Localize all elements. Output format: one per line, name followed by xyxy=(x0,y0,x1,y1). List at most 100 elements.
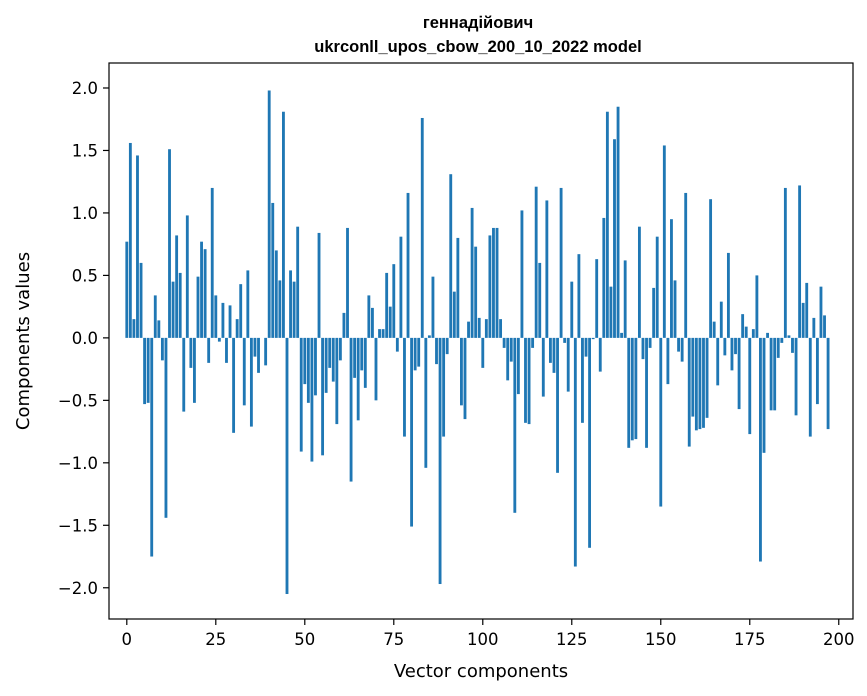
bar xyxy=(282,111,285,338)
bar xyxy=(246,270,250,338)
bar xyxy=(652,287,656,338)
bar xyxy=(460,337,463,406)
bar xyxy=(709,199,713,338)
bar xyxy=(299,337,303,452)
bar xyxy=(217,337,221,342)
bar xyxy=(410,337,414,527)
bar xyxy=(317,232,321,338)
bar xyxy=(566,337,570,392)
bar xyxy=(783,187,787,338)
bar xyxy=(627,337,631,448)
bar xyxy=(637,226,641,338)
bar xyxy=(253,337,257,357)
bar xyxy=(139,262,143,338)
bar xyxy=(677,337,680,352)
bar xyxy=(495,227,499,338)
bar xyxy=(210,187,214,338)
y-tick-label: 0.5 xyxy=(72,266,98,285)
bar xyxy=(438,337,442,585)
bar xyxy=(289,270,292,338)
bar xyxy=(278,280,282,338)
bar xyxy=(331,337,335,382)
y-tick-label: −0.5 xyxy=(58,391,98,410)
bar xyxy=(791,337,794,353)
bar xyxy=(420,117,424,338)
bar xyxy=(719,301,723,338)
bar xyxy=(541,337,545,397)
bar xyxy=(819,286,823,338)
bar xyxy=(342,312,346,338)
bar xyxy=(538,262,542,338)
bar xyxy=(702,337,705,428)
bar xyxy=(716,337,720,386)
bar xyxy=(513,337,517,513)
bar xyxy=(605,111,609,338)
y-tick-label: −1.0 xyxy=(58,454,98,473)
bar xyxy=(563,337,567,343)
bar xyxy=(399,236,403,338)
bar xyxy=(146,337,150,403)
y-tick-label: 1.5 xyxy=(72,141,98,160)
bar xyxy=(670,219,673,338)
x-tick-label: 25 xyxy=(205,630,226,649)
bar xyxy=(506,337,510,381)
bar xyxy=(128,142,132,338)
bar xyxy=(776,337,780,358)
bar xyxy=(755,275,759,338)
bar xyxy=(153,295,157,338)
bar-series xyxy=(125,90,830,595)
bar xyxy=(228,305,232,338)
bar xyxy=(734,337,737,355)
x-tick-label: 125 xyxy=(556,630,588,649)
bar xyxy=(157,320,161,338)
bar xyxy=(328,337,332,368)
bar xyxy=(484,319,488,338)
bar xyxy=(744,326,748,338)
bar xyxy=(175,235,179,338)
bar xyxy=(470,207,474,338)
bar xyxy=(221,302,225,338)
bar xyxy=(378,329,381,338)
bar xyxy=(826,337,830,430)
y-tick-label: 2.0 xyxy=(72,79,98,98)
bar xyxy=(684,192,688,338)
bar xyxy=(388,306,392,338)
x-tick-label: 0 xyxy=(122,630,133,649)
bar xyxy=(349,337,353,482)
bar xyxy=(445,337,449,355)
bar xyxy=(659,337,663,507)
bar xyxy=(182,337,186,412)
bar xyxy=(609,286,613,338)
bar xyxy=(808,337,812,437)
bar xyxy=(321,337,325,456)
bar xyxy=(346,227,349,338)
bar xyxy=(452,291,456,338)
bar xyxy=(552,337,556,373)
bar xyxy=(338,337,342,361)
bar xyxy=(363,337,367,388)
bar xyxy=(203,249,207,338)
bar xyxy=(271,202,275,338)
bar xyxy=(306,337,310,403)
bar xyxy=(189,337,193,368)
bar xyxy=(584,337,588,357)
bar xyxy=(413,337,417,371)
bar xyxy=(160,337,164,361)
bar xyxy=(588,337,591,548)
bar xyxy=(385,272,389,338)
bar xyxy=(680,337,684,362)
bar xyxy=(417,337,421,367)
bar xyxy=(435,337,438,365)
bar xyxy=(769,337,773,411)
bar xyxy=(356,337,360,421)
x-tick-label: 150 xyxy=(645,630,677,649)
bar xyxy=(207,337,211,363)
bar xyxy=(381,329,385,338)
bar xyxy=(481,337,485,368)
bar xyxy=(520,210,524,338)
bar xyxy=(527,337,531,425)
bar xyxy=(424,337,428,468)
bar xyxy=(296,226,300,338)
bar xyxy=(516,337,520,395)
bar xyxy=(623,260,627,338)
